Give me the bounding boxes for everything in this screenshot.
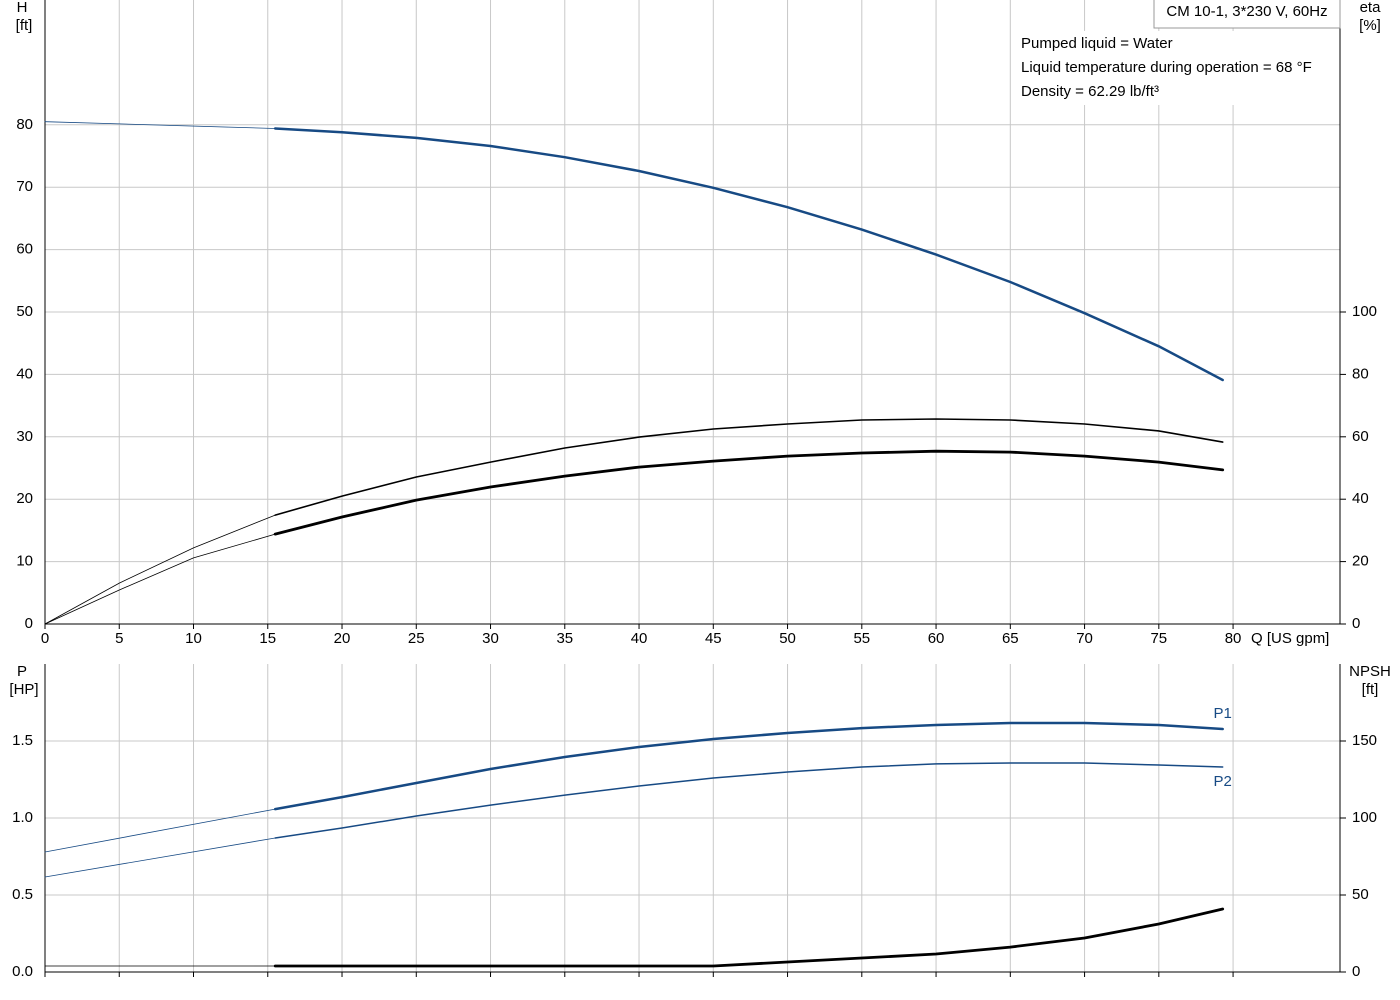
curve bbox=[273, 907, 1225, 968]
x-tick-label: 65 bbox=[1002, 630, 1019, 647]
y-axis-unit: [ft] bbox=[16, 17, 33, 34]
curve bbox=[274, 418, 1224, 516]
y2-tick-label: 60 bbox=[1352, 428, 1369, 445]
curve-label: P1 bbox=[1213, 705, 1231, 722]
y-tick-label: 1.0 bbox=[12, 809, 33, 826]
x-tick-label: 0 bbox=[41, 630, 49, 647]
x-tick-label: 10 bbox=[185, 630, 202, 647]
y2-tick-label: 100 bbox=[1352, 303, 1377, 320]
info-line: Density = 62.29 lb/ft³ bbox=[1021, 83, 1159, 100]
x-tick-label: 60 bbox=[928, 630, 945, 647]
y-tick-label: 40 bbox=[16, 365, 33, 382]
curve bbox=[273, 127, 1224, 382]
curve bbox=[273, 449, 1225, 536]
x-tick-label: 55 bbox=[853, 630, 870, 647]
x-tick-label: 15 bbox=[259, 630, 276, 647]
x-tick-label: 75 bbox=[1150, 630, 1167, 647]
y-tick-label: 70 bbox=[16, 178, 33, 195]
y-tick-label: 50 bbox=[16, 303, 33, 320]
y-tick-label: 10 bbox=[16, 553, 33, 570]
y-tick-label: 1.5 bbox=[12, 732, 33, 749]
x-tick-label: 50 bbox=[779, 630, 796, 647]
info-background bbox=[1012, 31, 1339, 105]
y-axis-unit: [HP] bbox=[9, 681, 38, 698]
y2-tick-label: 40 bbox=[1352, 490, 1369, 507]
y2-tick-label: 80 bbox=[1352, 365, 1369, 382]
y2-axis-unit: [%] bbox=[1359, 17, 1381, 34]
info-line: Liquid temperature during operation = 68… bbox=[1021, 59, 1312, 76]
curve bbox=[44, 837, 276, 878]
y2-tick-label: 0 bbox=[1352, 615, 1360, 632]
x-tick-label: 40 bbox=[631, 630, 648, 647]
y-tick-label: 60 bbox=[16, 241, 33, 258]
y-tick-label: 30 bbox=[16, 428, 33, 445]
y2-tick-label: 100 bbox=[1352, 809, 1377, 826]
x-tick-label: 80 bbox=[1225, 630, 1242, 647]
y2-tick-label: 20 bbox=[1352, 553, 1369, 570]
x-tick-label: 20 bbox=[334, 630, 351, 647]
x-tick-label: 45 bbox=[705, 630, 722, 647]
chart-title: CM 10-1, 3*230 V, 60Hz bbox=[1166, 3, 1327, 20]
curve bbox=[44, 533, 276, 625]
y-tick-label: 0 bbox=[25, 615, 33, 632]
title-box bbox=[1153, 0, 1341, 29]
info-line: Pumped liquid = Water bbox=[1021, 35, 1173, 52]
curve bbox=[274, 762, 1224, 839]
x-tick-label: 70 bbox=[1076, 630, 1093, 647]
x-tick-label: 35 bbox=[556, 630, 573, 647]
curve bbox=[273, 721, 1224, 811]
y-tick-label: 80 bbox=[16, 116, 33, 133]
curve bbox=[44, 808, 276, 853]
y2-tick-label: 0 bbox=[1352, 963, 1360, 980]
y2-axis-unit: [ft] bbox=[1362, 681, 1379, 698]
x-tick-label: 5 bbox=[115, 630, 123, 647]
x-axis-label: Q [US gpm] bbox=[1251, 630, 1329, 647]
y-axis-label: H bbox=[17, 0, 28, 16]
x-tick-label: 30 bbox=[482, 630, 499, 647]
y-tick-label: 20 bbox=[16, 490, 33, 507]
y2-axis-label: NPSH bbox=[1349, 663, 1391, 680]
y-tick-label: 0.0 bbox=[12, 963, 33, 980]
x-tick-label: 25 bbox=[408, 630, 425, 647]
y2-tick-label: 150 bbox=[1352, 732, 1377, 749]
y2-tick-label: 50 bbox=[1352, 886, 1369, 903]
y-axis-label: P bbox=[17, 663, 27, 680]
curve bbox=[44, 121, 276, 129]
y-tick-label: 0.5 bbox=[12, 886, 33, 903]
curve bbox=[44, 514, 276, 625]
y2-axis-label: eta bbox=[1360, 0, 1382, 16]
curve-label: P2 bbox=[1213, 773, 1231, 790]
